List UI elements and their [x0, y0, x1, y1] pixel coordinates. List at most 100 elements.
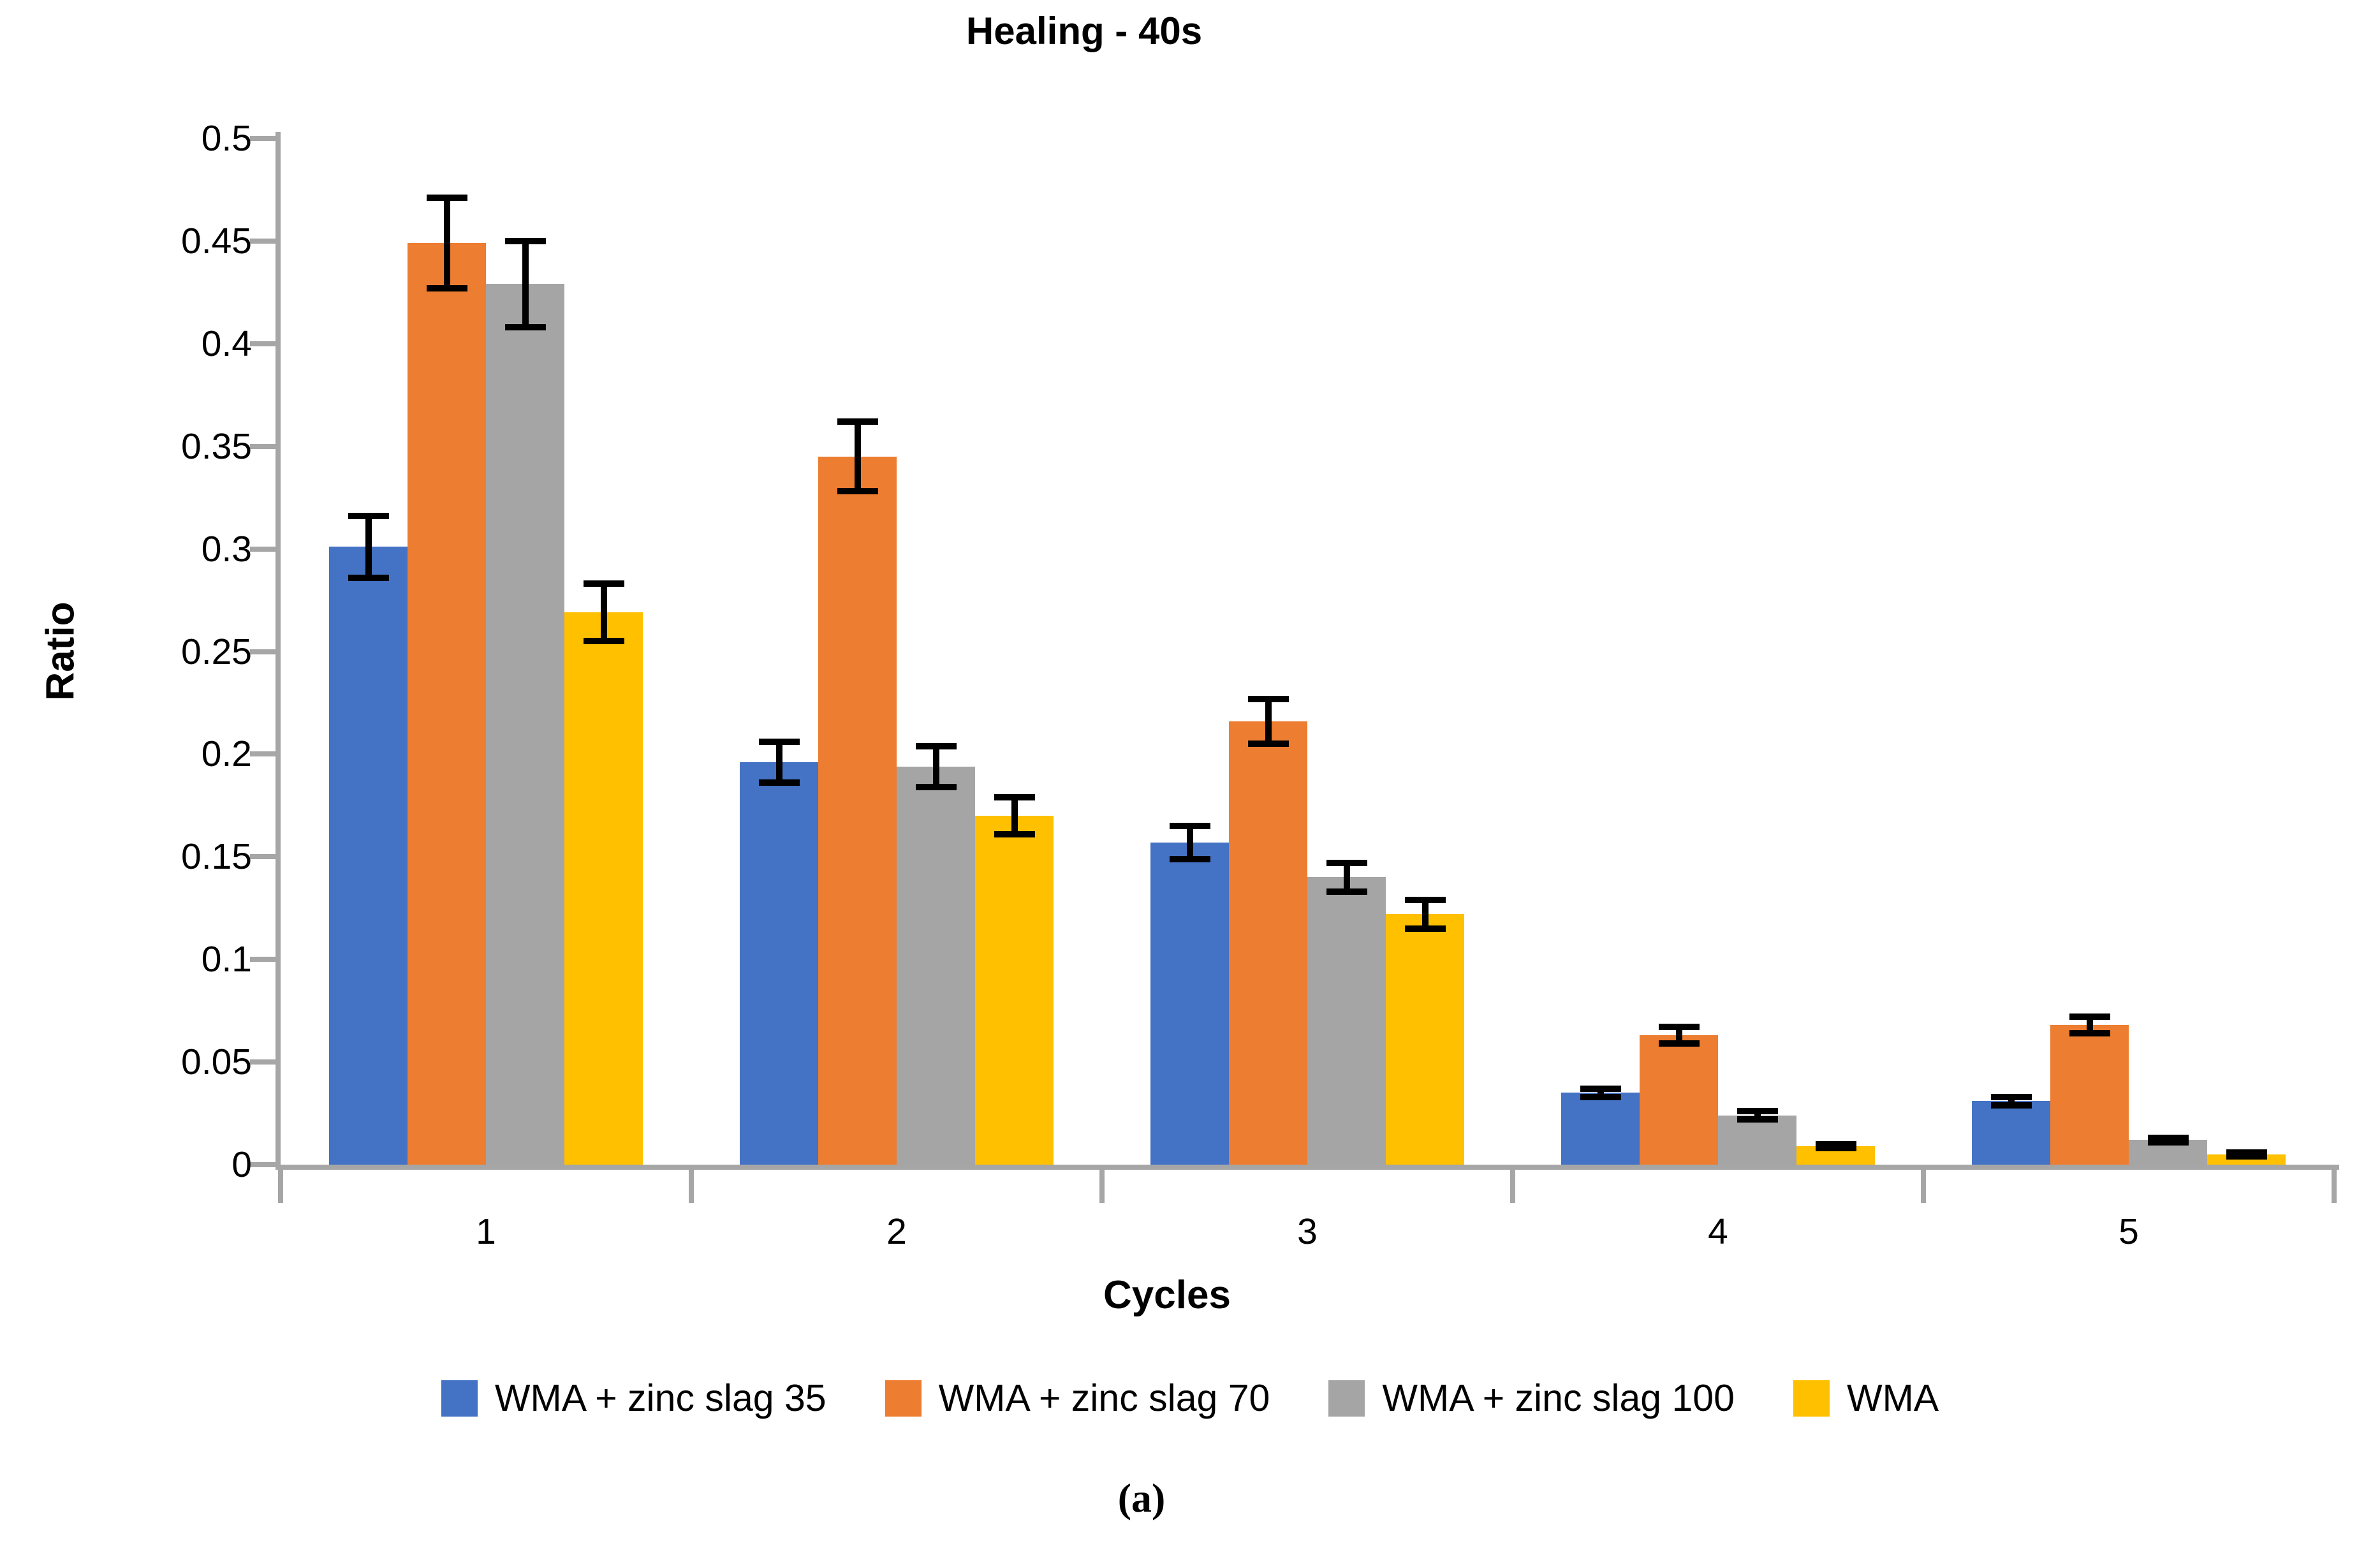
- error-bar-line: [2086, 1017, 2093, 1034]
- error-bar-cap-top: [837, 418, 878, 425]
- bar-wma-zinc-slag-100-cycle-2: [897, 766, 975, 1165]
- error-bar-cap-top: [504, 237, 546, 244]
- y-tick-mark: [250, 1162, 275, 1167]
- y-tick-label: 0.45: [181, 220, 252, 262]
- error-bar-cap-bottom: [2069, 1030, 2110, 1037]
- x-tick-mark: [278, 1170, 283, 1203]
- y-tick-label: 0.05: [181, 1042, 252, 1083]
- error-bar-cap-bottom: [1169, 855, 1210, 862]
- error-bar-line: [1265, 698, 1272, 744]
- y-tick-mark: [250, 649, 275, 654]
- error-bar-cap-bottom: [1404, 925, 1446, 932]
- bar-wma-zinc-slag-70-cycle-3: [1229, 721, 1307, 1165]
- y-tick-mark: [250, 751, 275, 757]
- legend-label: WMA + zinc slag 70: [938, 1377, 1270, 1419]
- legend-swatch-icon: [885, 1380, 922, 1417]
- error-bar-cap-top: [348, 513, 389, 520]
- y-tick-label: 0.5: [201, 118, 252, 159]
- legend-label: WMA: [1846, 1377, 1939, 1419]
- error-bar-cap-bottom: [1247, 741, 1289, 748]
- y-tick-label: 0.3: [201, 528, 252, 570]
- bar-wma-cycle-3: [1386, 914, 1464, 1165]
- y-tick-label: 0.2: [201, 733, 252, 775]
- error-bar-line: [775, 742, 782, 783]
- y-tick-label: 0: [231, 1144, 252, 1185]
- bar-wma-zinc-slag-70-cycle-2: [818, 456, 897, 1165]
- bar-wma-zinc-slag-70-cycle-1: [408, 243, 486, 1165]
- error-bar-line: [1186, 826, 1193, 859]
- error-bar-line: [1343, 862, 1350, 892]
- x-category-label: 1: [476, 1211, 496, 1252]
- x-tick-mark: [689, 1170, 694, 1203]
- y-tick-mark: [250, 136, 275, 141]
- error-bar-cap-bottom: [1990, 1102, 2032, 1109]
- error-bar-cap-top: [994, 793, 1035, 800]
- error-bar-line: [932, 746, 939, 787]
- error-bar-cap-top: [1580, 1085, 1621, 1092]
- error-bar-cap-bottom: [504, 324, 546, 331]
- y-tick-label: 0.15: [181, 836, 252, 878]
- error-bar-line: [1675, 1027, 1682, 1044]
- error-bar-line: [2008, 1096, 2015, 1105]
- error-bar-cap-bottom: [1326, 888, 1367, 895]
- error-bar-cap-bottom: [348, 574, 389, 581]
- error-bar-line: [1754, 1111, 1761, 1120]
- bar-wma-cycle-2: [975, 815, 1054, 1165]
- error-bar-line: [365, 516, 372, 578]
- error-bar-line: [1011, 797, 1018, 834]
- y-tick-label: 0.35: [181, 425, 252, 467]
- error-bar-cap-top: [1737, 1108, 1778, 1115]
- bar-wma-zinc-slag-70-cycle-5: [2050, 1025, 2129, 1165]
- x-category-label: 2: [886, 1211, 907, 1252]
- error-bar-cap-bottom: [1580, 1093, 1621, 1100]
- legend-swatch-icon: [441, 1380, 478, 1417]
- error-bar-cap-bottom: [1737, 1116, 1778, 1123]
- legend-item: WMA + zinc slag 35: [441, 1376, 826, 1420]
- bar-wma-zinc-slag-70-cycle-4: [1640, 1035, 1718, 1165]
- legend-item: WMA: [1793, 1376, 1939, 1420]
- bar-wma-zinc-slag-100-cycle-3: [1307, 877, 1386, 1165]
- error-bar-line: [522, 240, 529, 328]
- error-bar-cap-top: [2069, 1013, 2110, 1021]
- x-tick-mark: [2332, 1170, 2337, 1203]
- bar-wma-zinc-slag-100-cycle-1: [486, 284, 564, 1165]
- error-bar-line: [600, 584, 607, 642]
- legend-swatch-icon: [1793, 1380, 1830, 1417]
- error-bar-cap-top: [583, 580, 624, 587]
- y-tick-mark: [250, 546, 275, 552]
- bar-wma-zinc-slag-35-cycle-1: [329, 547, 408, 1165]
- x-category-label: 4: [1708, 1211, 1728, 1252]
- y-tick-mark: [250, 341, 275, 346]
- error-bar-cap-top: [1326, 859, 1367, 866]
- error-bar-cap-bottom: [1815, 1145, 1856, 1152]
- bar-wma-cycle-1: [564, 612, 643, 1165]
- x-category-label: 5: [2119, 1211, 2139, 1252]
- error-bar-cap-top: [1990, 1093, 2032, 1100]
- x-category-label: 3: [1297, 1211, 1318, 1252]
- error-bar-cap-top: [1658, 1024, 1700, 1031]
- x-tick-mark: [1099, 1170, 1105, 1203]
- error-bar-cap-bottom: [915, 783, 957, 790]
- error-bar-cap-top: [1169, 823, 1210, 830]
- x-axis-line: [275, 1165, 2339, 1170]
- legend-item: WMA + zinc slag 70: [885, 1376, 1270, 1420]
- legend-swatch-icon: [1328, 1380, 1365, 1417]
- y-axis-line: [275, 132, 281, 1170]
- legend-label: WMA + zinc slag 100: [1382, 1377, 1735, 1419]
- error-bar-cap-top: [1815, 1140, 1856, 1147]
- y-tick-mark: [250, 238, 275, 244]
- error-bar-cap-top: [915, 742, 957, 749]
- y-tick-label: 0.4: [201, 323, 252, 364]
- error-bar-cap-top: [758, 739, 800, 746]
- error-bar-cap-top: [1404, 896, 1446, 903]
- error-bar-line: [443, 198, 450, 288]
- chart-title: Healing - 40s: [966, 10, 1203, 52]
- legend-label: WMA + zinc slag 35: [494, 1377, 826, 1419]
- legend-item: WMA + zinc slag 100: [1328, 1376, 1735, 1420]
- y-tick-mark: [250, 443, 275, 449]
- bar-wma-zinc-slag-35-cycle-5: [1972, 1101, 2050, 1165]
- error-bar-line: [1597, 1088, 1604, 1097]
- x-axis-title: Cycles: [1103, 1273, 1231, 1317]
